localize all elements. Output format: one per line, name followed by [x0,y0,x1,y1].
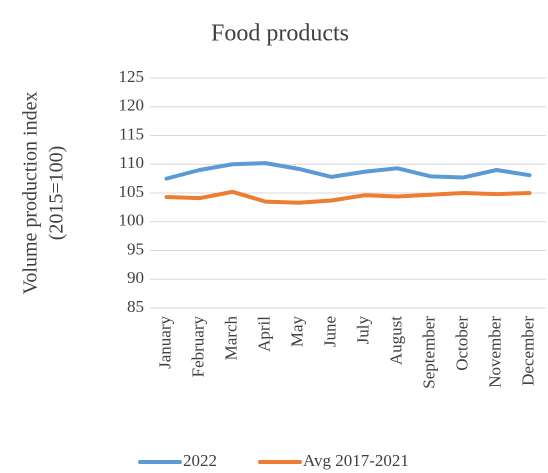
y-tick-label: 95 [127,239,144,258]
y-tick-label: 125 [119,67,145,86]
y-tick-label: 90 [127,268,144,287]
y-tick-label: 105 [119,182,145,201]
legend-label: Avg 2017-2021 [303,451,409,470]
x-tick-label: August [386,316,405,365]
line-series [164,189,532,205]
y-tick-label: 100 [119,211,145,230]
y-axis-title: Volume production index [20,92,42,295]
x-tick-label: December [518,316,537,386]
y-tick-label: 110 [119,153,144,172]
chart-title: Food products [211,21,349,47]
x-tick-label: January [155,316,174,369]
x-tick-label: June [320,316,339,347]
x-tick-label: April [254,316,273,352]
y-tick-label: 85 [127,297,144,316]
x-tick-label: September [419,316,438,389]
legend-label: 2022 [183,451,217,470]
y-tick-label: 115 [119,124,144,143]
x-tick-label: February [188,316,207,378]
x-tick-label: March [221,316,240,361]
line-series [164,161,532,181]
x-tick-label: October [452,316,471,371]
x-tick-label: November [485,316,504,388]
y-tick-label: 120 [119,96,145,115]
x-tick-label: July [353,316,372,345]
x-tick-label: May [287,316,306,348]
y-axis-title: (2015=100) [46,146,68,241]
